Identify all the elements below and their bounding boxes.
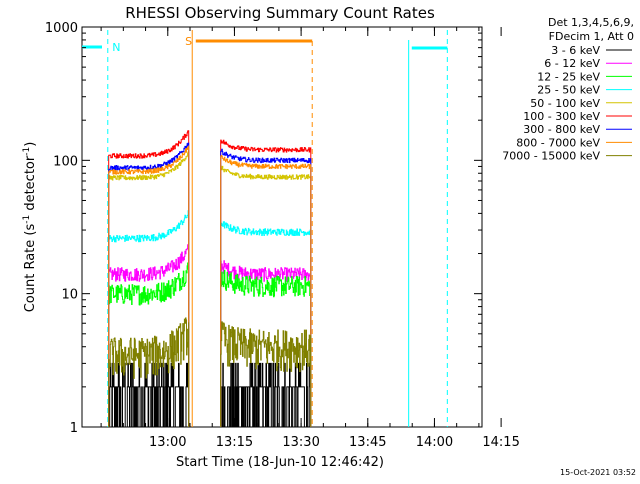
series-trace-2-seg0 bbox=[108, 262, 190, 427]
legend-label: 25 - 50 keV bbox=[537, 84, 600, 97]
series-trace-2-seg1 bbox=[220, 270, 312, 427]
series-layer bbox=[108, 130, 312, 428]
legend-header-1: Det 1,3,4,5,6,9, bbox=[548, 16, 634, 29]
y-axis-label-main: Count Rate (s bbox=[23, 224, 38, 313]
legend-label: 7000 - 15000 keV bbox=[502, 150, 600, 163]
y-axis-label: Count Rate (s-1 detector-1) bbox=[22, 142, 38, 313]
legend-label: 6 - 12 keV bbox=[544, 57, 600, 70]
x-tick-label: 14:00 bbox=[416, 435, 453, 450]
y-axis-label-sup: -1 bbox=[22, 215, 32, 224]
series-trace-1-seg1 bbox=[220, 260, 312, 427]
series-trace-5-seg1 bbox=[220, 139, 312, 427]
saa-marker-label: S bbox=[185, 35, 192, 48]
y-tick-label: 100 bbox=[53, 154, 78, 169]
series-trace-6-seg0 bbox=[108, 142, 190, 427]
footer-timestamp: 15-Oct-2021 03:52 bbox=[560, 468, 636, 477]
x-tick-label: 13:00 bbox=[149, 435, 186, 450]
series-trace-0-seg0 bbox=[108, 362, 190, 428]
series-trace-4-seg0 bbox=[108, 151, 190, 427]
y-tick-label: 1000 bbox=[45, 21, 78, 36]
x-tick-label: 13:15 bbox=[216, 435, 253, 450]
x-axis-ticks: 13:00 13:15 13:30 13:45 14:00 14:15 bbox=[100, 27, 520, 450]
x-axis-label: Start Time (18-Jun-10 12:46:42) bbox=[176, 455, 384, 470]
series-trace-3-seg1 bbox=[220, 221, 312, 427]
legend-label: 800 - 7000 keV bbox=[516, 136, 600, 149]
x-tick-label: 13:30 bbox=[282, 435, 319, 450]
night-marker-label: N bbox=[112, 41, 120, 54]
series-trace-1-seg0 bbox=[108, 244, 190, 427]
legend-label: 300 - 800 keV bbox=[523, 123, 600, 136]
legend-label: 3 - 6 keV bbox=[551, 44, 600, 57]
series-trace-4-seg1 bbox=[220, 165, 312, 427]
y-axis-label-tail-sup: -1 bbox=[22, 147, 32, 156]
legend-header-2: FDecim 1, Att 0 bbox=[549, 30, 634, 43]
legend-label: 100 - 300 keV bbox=[523, 110, 600, 123]
x-tick-label: 13:45 bbox=[349, 435, 386, 450]
y-tick-label: 10 bbox=[61, 288, 78, 303]
y-tick-label: 1 bbox=[70, 421, 78, 436]
y-axis-label-tail: detector bbox=[23, 155, 38, 215]
series-trace-8-seg0 bbox=[108, 317, 190, 427]
series-trace-3-seg0 bbox=[108, 210, 190, 427]
series-trace-0-seg1 bbox=[220, 362, 312, 428]
series-trace-7-seg0 bbox=[108, 145, 190, 427]
y-axis-ticks: 1 10 100 1000 bbox=[45, 21, 482, 436]
y-axis-label-close: ) bbox=[23, 142, 38, 147]
series-trace-5-seg0 bbox=[108, 130, 190, 427]
series-trace-8-seg1 bbox=[220, 321, 312, 427]
legend-label: 50 - 100 keV bbox=[530, 97, 600, 110]
legend-label: 12 - 25 keV bbox=[537, 70, 600, 83]
x-tick-label: 14:15 bbox=[482, 435, 519, 450]
chart-title: RHESSI Observing Summary Count Rates bbox=[125, 4, 435, 22]
series-trace-6-seg1 bbox=[220, 148, 312, 427]
series-trace-7-seg1 bbox=[220, 155, 312, 427]
legend: Det 1,3,4,5,6,9, FDecim 1, Att 0 3 - 6 k… bbox=[502, 16, 634, 163]
